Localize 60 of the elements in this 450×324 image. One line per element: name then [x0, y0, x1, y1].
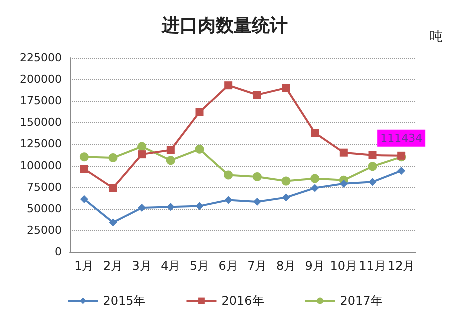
- point: [310, 174, 320, 184]
- point: [253, 198, 262, 206]
- point: [398, 166, 406, 175]
- point: [166, 146, 175, 154]
- x-tick-label: 4月: [161, 259, 181, 273]
- point: [282, 84, 290, 92]
- legend-label: 2016年: [222, 294, 264, 308]
- x-tick-label: 12月: [388, 259, 416, 273]
- point: [368, 151, 377, 160]
- y-tick-label: 50000: [27, 202, 62, 216]
- point: [340, 148, 348, 157]
- y-tick-label: 25000: [27, 224, 62, 237]
- x-tick-label: 2月: [103, 259, 124, 273]
- point: [109, 218, 118, 227]
- point: [311, 184, 320, 192]
- point: [109, 184, 118, 192]
- y-tick-label: 225000: [20, 52, 62, 64]
- point: [80, 165, 88, 174]
- x-tick-label: 10月: [330, 259, 358, 273]
- point: [253, 91, 262, 100]
- point: [368, 178, 377, 186]
- y-tick-label: 200000: [20, 73, 62, 86]
- y-tick-label: 175000: [20, 94, 62, 108]
- point: [196, 202, 204, 210]
- x-tick-label: 9月: [305, 259, 325, 273]
- legend-label: 2015年: [103, 294, 146, 308]
- point: [282, 176, 291, 186]
- y-tick-label: 75000: [27, 180, 62, 194]
- x-tick-label: 11月: [359, 259, 386, 273]
- point: [282, 194, 290, 202]
- y-tick-label: 150000: [20, 116, 62, 130]
- x-tick-label: 1月: [74, 259, 94, 273]
- x-tick-label: 3月: [132, 259, 152, 273]
- x-tick-label: 7月: [248, 259, 268, 273]
- point: [80, 195, 88, 204]
- point: [138, 204, 146, 212]
- point: [138, 142, 147, 152]
- point: [108, 154, 118, 163]
- x-tick-label: 8月: [276, 259, 296, 273]
- point: [166, 156, 176, 166]
- point: [224, 82, 233, 90]
- point: [166, 203, 175, 212]
- point: [368, 162, 378, 172]
- point: [252, 172, 262, 182]
- x-tick-label: 5月: [190, 259, 210, 273]
- y-tick-label: 0: [55, 246, 62, 258]
- point: [196, 108, 204, 116]
- point: [224, 170, 234, 180]
- chart-title: 进口肉数量统计: [161, 16, 288, 36]
- y-tick-label: 100000: [20, 159, 62, 172]
- data-label: 111434: [380, 132, 423, 145]
- y-tick-label: 125000: [20, 138, 62, 151]
- point: [80, 152, 89, 162]
- point: [340, 180, 348, 188]
- point: [138, 150, 146, 159]
- x-tick-label: 6月: [218, 259, 238, 273]
- point: [224, 196, 233, 204]
- legend-label: 2017年: [340, 294, 383, 308]
- point: [311, 129, 320, 138]
- point: [195, 144, 204, 154]
